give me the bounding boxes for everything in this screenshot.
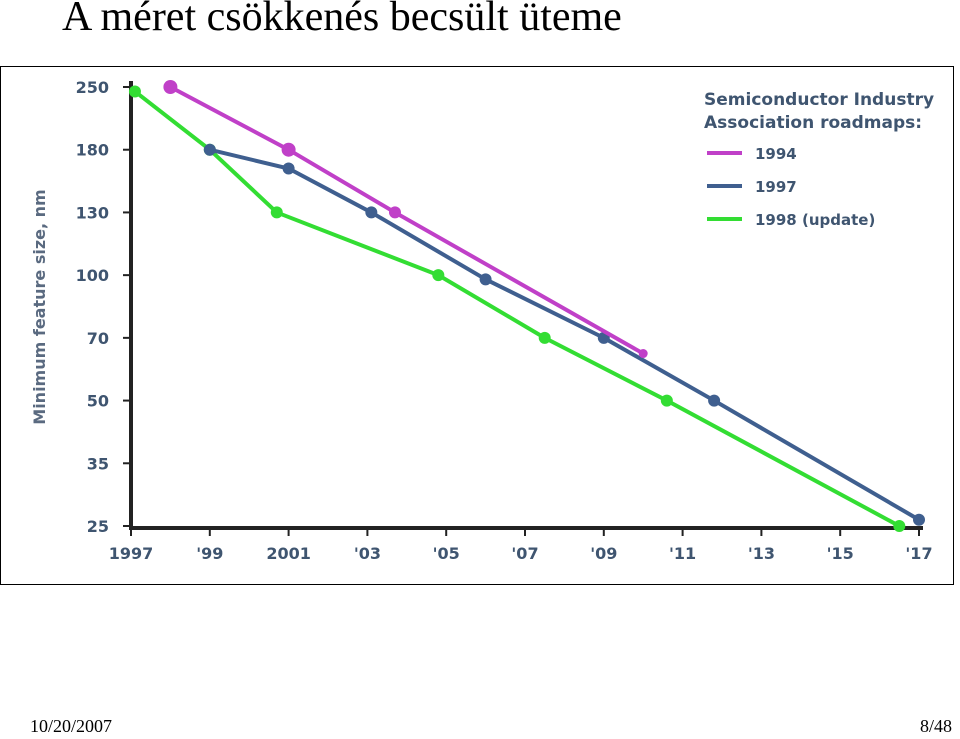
y-tick-labels: 250 180 130 100 70 50 35 25: [76, 78, 131, 536]
x-tick-label: '15: [827, 544, 854, 563]
slide-title: A méret csökkenés becsült üteme: [62, 0, 622, 40]
x-tick-label: '05: [433, 544, 460, 563]
y-tick-label: 100: [76, 266, 109, 285]
x-tick-label: '09: [590, 544, 617, 563]
legend-label: 1994: [755, 145, 797, 163]
x-tick-label: '99: [196, 544, 223, 563]
legend: Semiconductor Industry Association roadm…: [704, 90, 934, 229]
page-number: 8/48: [919, 716, 952, 736]
y-tick-label: 130: [76, 203, 109, 222]
series-1994: [163, 80, 648, 359]
data-point: [538, 331, 551, 344]
data-point: [163, 80, 178, 94]
y-axis-label-group: Minimum feature size, nm: [30, 189, 49, 424]
legend-title-line1: Semiconductor Industry: [704, 90, 934, 110]
x-tick-label: '03: [354, 544, 381, 563]
x-tick-label: 1997: [109, 544, 154, 563]
data-point: [893, 520, 906, 532]
series-line: [169, 85, 645, 356]
data-point: [281, 142, 296, 157]
data-point: [708, 394, 721, 407]
data-point: [660, 394, 673, 407]
data-point: [388, 206, 401, 219]
x-tick-label: 2001: [266, 544, 311, 563]
y-tick-label: 180: [76, 141, 109, 160]
y-tick-label: 70: [87, 329, 109, 348]
x-tick-label: '11: [669, 544, 696, 563]
data-point: [282, 162, 295, 175]
data-point: [203, 143, 216, 156]
x-tick-labels: 1997 '99 2001 '03 '05 '07 '09 '11 '13 '15 '17: [109, 528, 933, 563]
legend-label: 1998 (update): [755, 211, 875, 229]
chart-frame: Minimum feature size, nm 250 180 130 100 70 5…: [0, 66, 954, 585]
series-layer: [128, 80, 925, 532]
x-tick-label: '07: [511, 544, 538, 563]
y-tick-label: 250: [76, 78, 109, 97]
data-point: [432, 269, 445, 282]
legend-items: 1994 1997 1998 (update): [707, 145, 875, 229]
data-point: [479, 273, 492, 286]
legend-label: 1997: [755, 178, 797, 196]
y-axis-label: Minimum feature size, nm: [30, 189, 49, 424]
data-point: [638, 349, 648, 359]
data-point: [270, 206, 283, 219]
y-tick-label: 25: [87, 517, 109, 536]
y-tick-label: 35: [87, 454, 109, 473]
series-line: [209, 147, 921, 522]
y-tick-label: 50: [87, 392, 109, 411]
series-1997: [203, 143, 925, 526]
legend-title-line2: Association roadmaps:: [704, 113, 922, 133]
data-point: [365, 206, 378, 219]
data-point: [913, 513, 925, 526]
x-tick-label: '17: [905, 544, 932, 563]
x-tick-label: '13: [748, 544, 775, 563]
axes: [129, 81, 923, 530]
roadmap-chart: Minimum feature size, nm 250 180 130 100 70 5…: [30, 78, 934, 563]
footer-date: 10/20/2007: [30, 716, 113, 736]
data-point: [128, 85, 141, 98]
